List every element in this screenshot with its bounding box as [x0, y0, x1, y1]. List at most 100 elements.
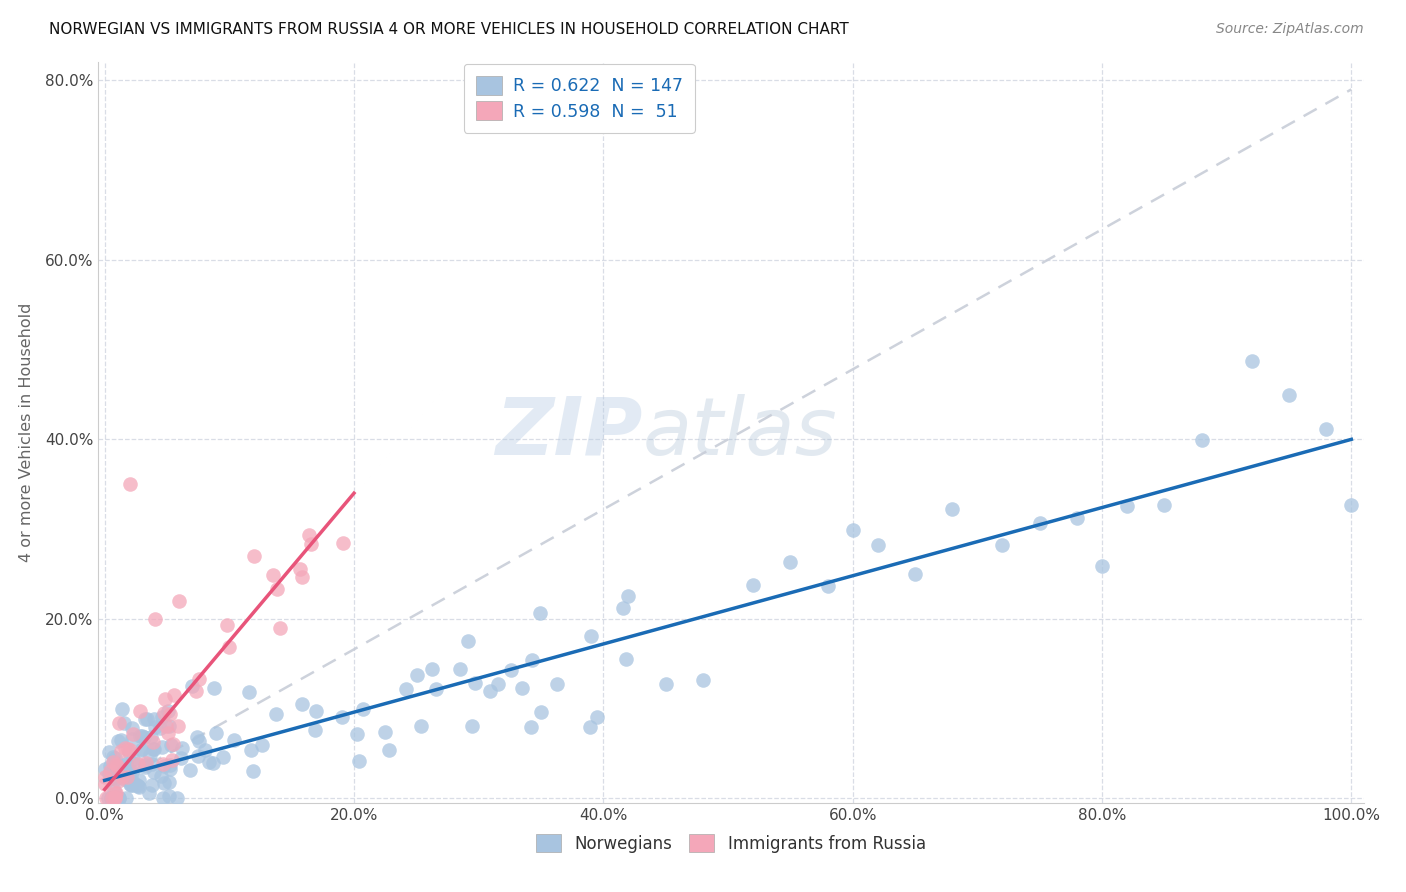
Point [352, 702, 374, 716]
Point [142, 742, 165, 756]
Point [153, 706, 176, 720]
Point [121, 765, 143, 780]
Point [111, 770, 134, 784]
Point [457, 634, 479, 648]
Point [425, 681, 447, 696]
Point [142, 734, 165, 748]
Point [186, 730, 208, 744]
Point [118, 745, 141, 759]
Point [449, 663, 471, 677]
Point [420, 662, 443, 676]
Point [100, 791, 122, 805]
Point [104, 786, 127, 800]
Point [114, 757, 136, 772]
Point [122, 756, 145, 771]
Text: NORWEGIAN VS IMMIGRANTS FROM RUSSIA 4 OR MORE VEHICLES IN HOUSEHOLD CORRELATION : NORWEGIAN VS IMMIGRANTS FROM RUSSIA 4 OR… [49, 22, 849, 37]
Point [134, 760, 156, 774]
Point [159, 758, 181, 772]
Point [238, 684, 260, 698]
Point [97, 791, 120, 805]
Point [374, 725, 396, 739]
Point [478, 684, 501, 698]
Point [179, 764, 201, 778]
Point [127, 756, 149, 771]
Point [107, 791, 129, 805]
Point [128, 773, 150, 788]
Point [114, 791, 136, 805]
Point [242, 764, 264, 779]
Point [692, 673, 714, 688]
Point [160, 753, 183, 767]
Point [112, 715, 135, 730]
Point [349, 754, 371, 768]
Point [127, 779, 149, 793]
Point [464, 676, 486, 690]
Point [529, 606, 551, 620]
Point [262, 568, 284, 582]
Point [194, 743, 217, 757]
Point [411, 718, 433, 732]
Point [202, 681, 225, 695]
Point [264, 706, 287, 721]
Point [1240, 354, 1263, 368]
Point [904, 567, 927, 582]
Point [150, 710, 173, 724]
Point [159, 762, 181, 776]
Point [1066, 510, 1088, 524]
Point [112, 763, 135, 777]
Point [139, 730, 162, 744]
Point [121, 721, 143, 735]
Point [138, 786, 160, 800]
Point [120, 778, 142, 792]
Text: Source: ZipAtlas.com: Source: ZipAtlas.com [1216, 22, 1364, 37]
Point [142, 742, 165, 756]
Point [100, 791, 122, 805]
Point [522, 653, 544, 667]
Point [162, 737, 184, 751]
Point [107, 715, 129, 730]
Point [217, 618, 239, 632]
Point [152, 791, 174, 805]
Point [617, 590, 640, 604]
Point [1091, 558, 1114, 573]
Point [115, 772, 138, 786]
Point [499, 663, 522, 677]
Point [519, 720, 541, 734]
Point [1116, 499, 1139, 513]
Point [212, 749, 235, 764]
Point [118, 765, 141, 780]
Point [107, 734, 129, 748]
Point [131, 729, 153, 743]
Point [167, 719, 190, 733]
Point [243, 549, 266, 563]
Point [941, 501, 963, 516]
Point [290, 561, 312, 575]
Point [188, 672, 211, 686]
Point [155, 719, 177, 733]
Point [187, 749, 209, 764]
Point [298, 528, 321, 542]
Point [841, 523, 863, 537]
Point [530, 705, 553, 719]
Point [269, 621, 291, 635]
Point [112, 772, 135, 786]
Point [121, 731, 143, 746]
Point [160, 738, 183, 752]
Point [152, 757, 174, 772]
Point [134, 757, 156, 772]
Point [128, 780, 150, 795]
Point [101, 755, 124, 769]
Point [136, 712, 159, 726]
Point [141, 778, 163, 792]
Point [510, 681, 533, 695]
Point [1278, 387, 1301, 401]
Point [143, 712, 166, 726]
Point [142, 765, 165, 780]
Point [169, 751, 191, 765]
Point [346, 727, 368, 741]
Point [486, 677, 509, 691]
Point [153, 691, 176, 706]
Point [122, 752, 145, 766]
Point [291, 570, 314, 584]
Point [866, 538, 889, 552]
